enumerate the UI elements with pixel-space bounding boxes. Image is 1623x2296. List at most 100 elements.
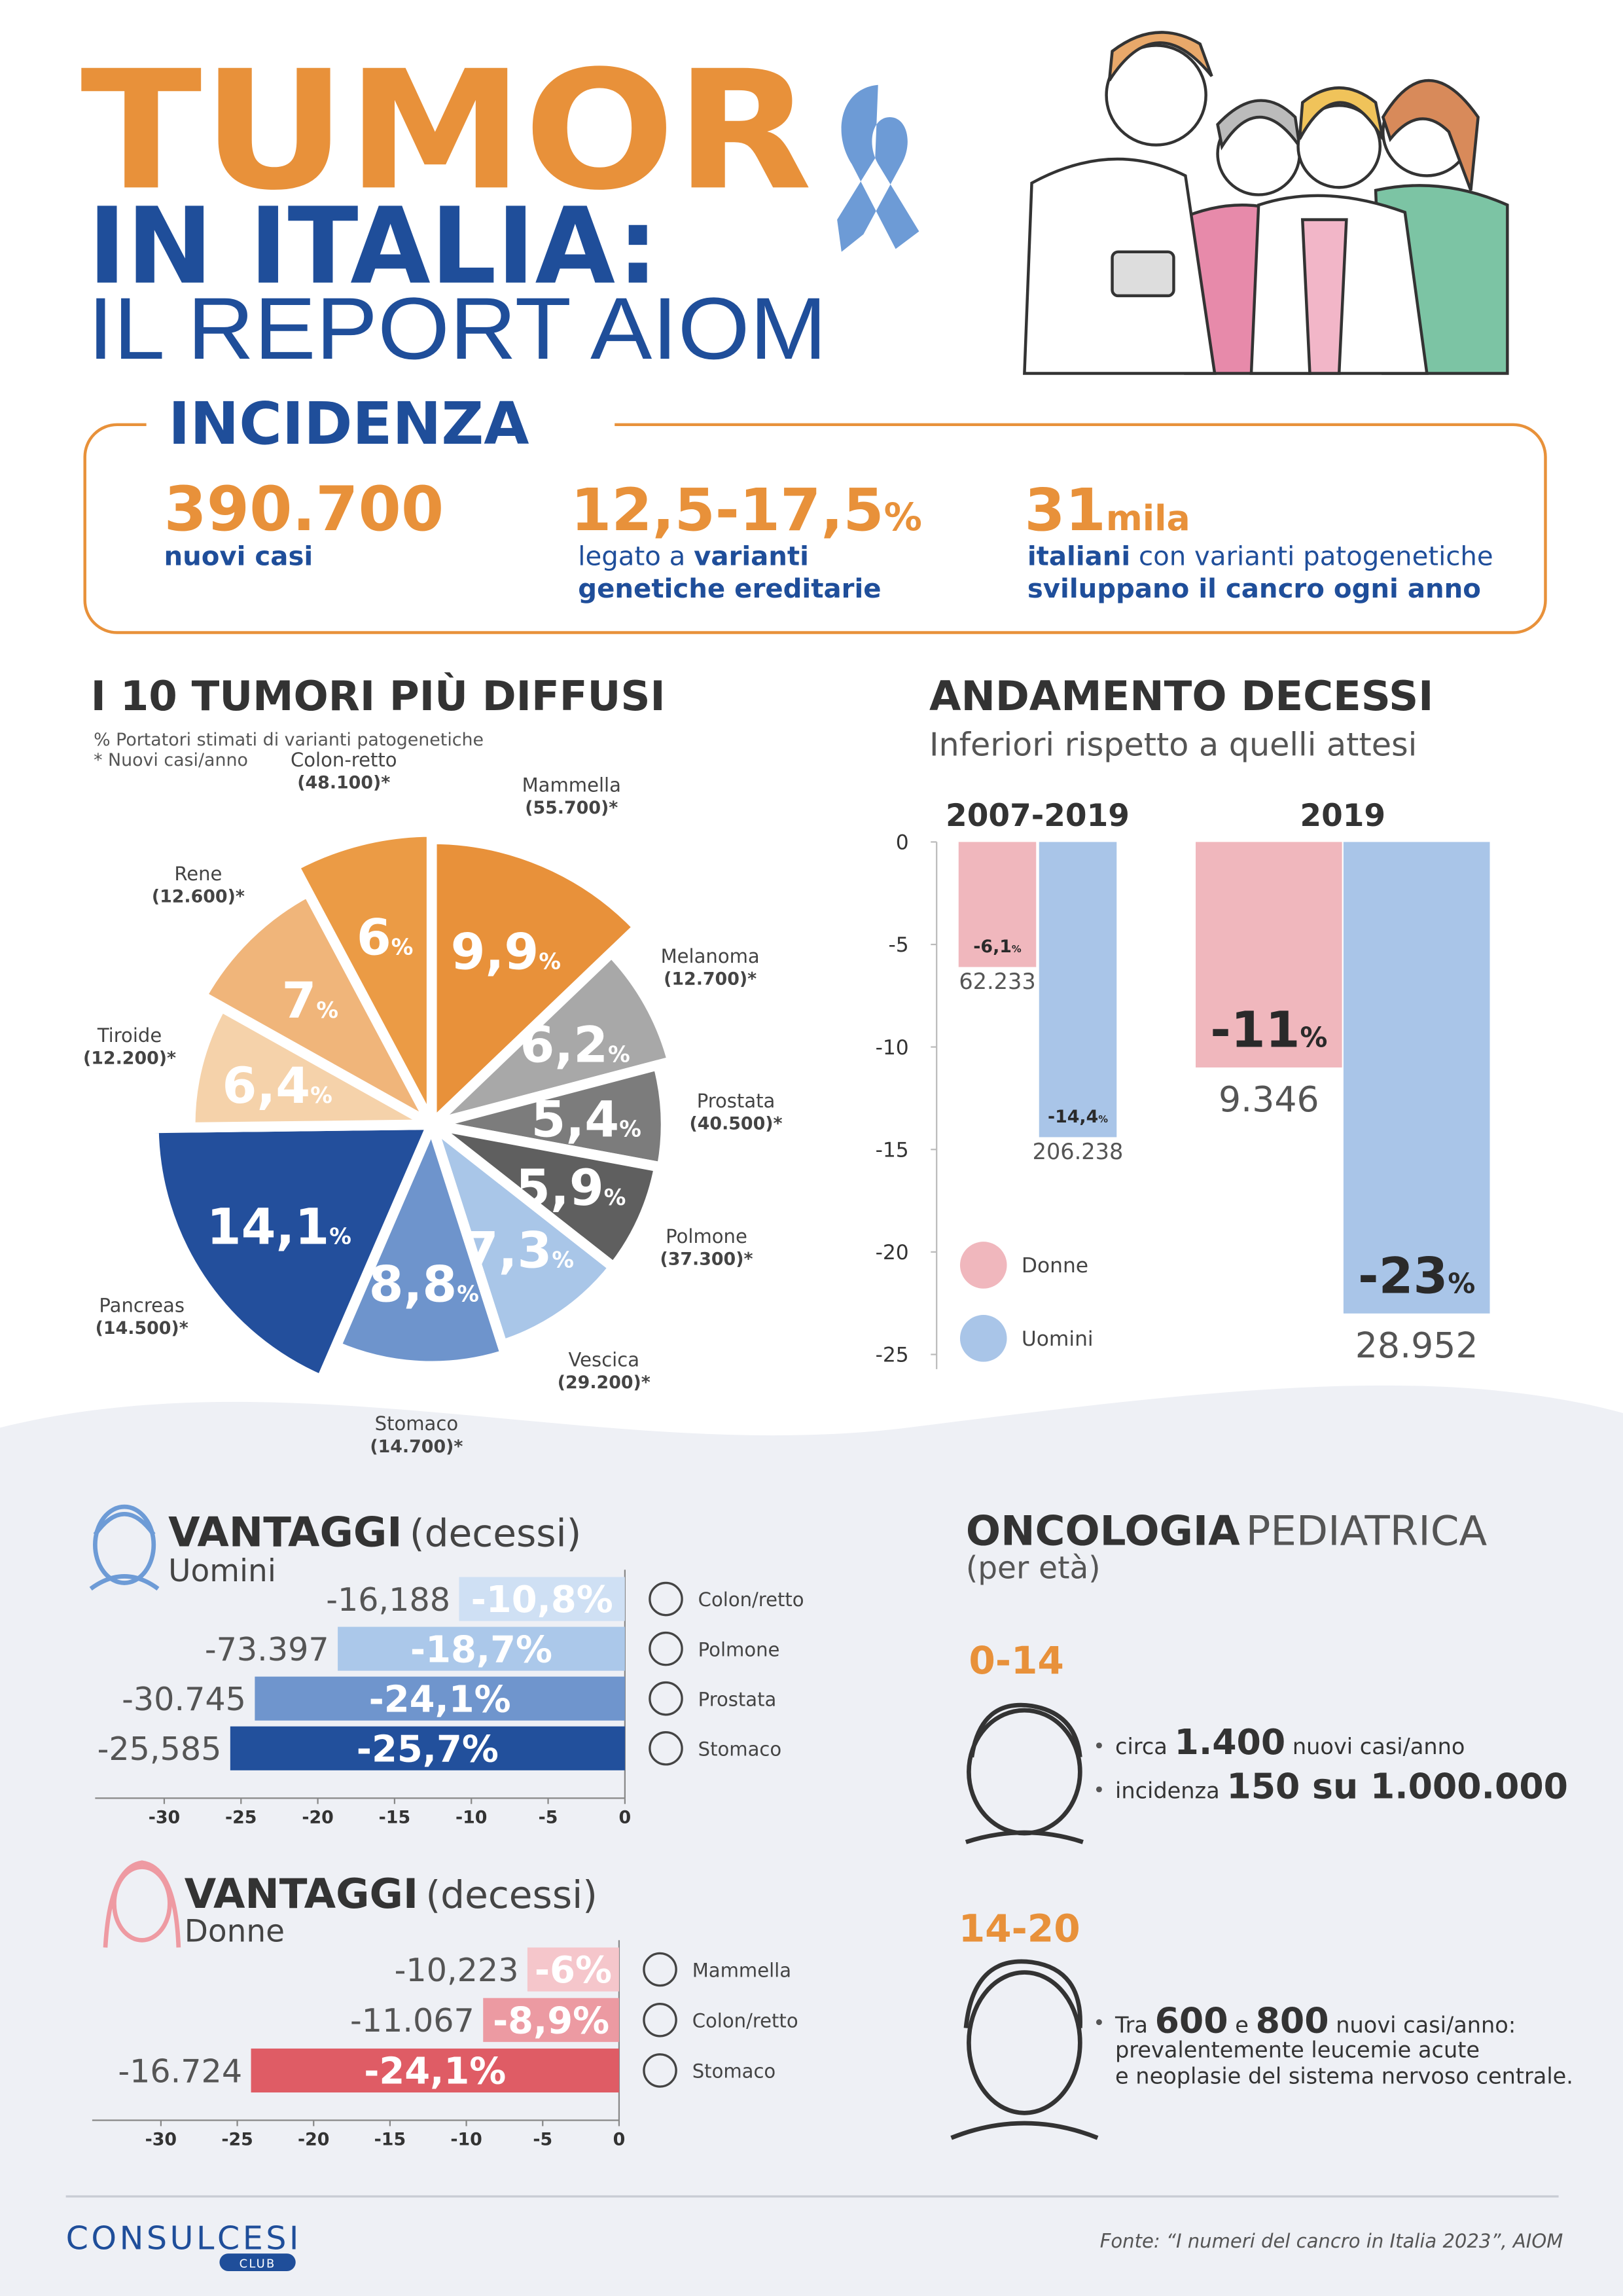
slice-cases: (40.500)*	[689, 1114, 782, 1134]
x-tick-label: -10	[450, 2130, 482, 2150]
category-icon	[643, 1952, 677, 1987]
stat-number-value: 31	[1024, 476, 1105, 545]
x-category-label: 2007-2019	[946, 798, 1130, 834]
bar-value: -11	[1210, 1001, 1300, 1059]
bar-chart: 0 -5 -10 -15 -20 -25 2007-2019 2019 -6,1% 62.233 -…	[876, 798, 1490, 1369]
bar-value-label: -24,1%	[364, 2051, 506, 2093]
x-tick-label: -5	[539, 1807, 558, 1827]
chart-title: VANTAGGI (decessi)	[168, 1509, 581, 1556]
pie-slice	[426, 947, 678, 1130]
x-tick-label: -15	[379, 1807, 410, 1827]
legend-label: Donne	[1022, 1254, 1088, 1278]
text-regular: nuovi casi/anno	[1293, 1734, 1465, 1759]
x-tick-label: -20	[302, 1807, 333, 1827]
chart-title: I 10 TUMORI PIÙ DIFFUSI	[91, 672, 666, 720]
text-number: 600	[1155, 2000, 1228, 2041]
slice-value: 14,1	[207, 1198, 330, 1256]
section-subtitle: (per età)	[966, 1551, 1101, 1587]
section-title-regular: PEDIATRICA	[1246, 1507, 1488, 1554]
slice-value-label: 14,1%	[207, 1198, 351, 1256]
x-tick-label: 0	[613, 2130, 626, 2150]
bar	[1343, 842, 1490, 1314]
bar-count: -11.067	[350, 2001, 474, 2039]
bar-count: -73.397	[205, 1630, 329, 1668]
bar-value-label: -25,7%	[357, 1728, 499, 1770]
slice-category: Pancreas	[99, 1294, 185, 1316]
bar	[1039, 842, 1117, 1138]
bar	[459, 1577, 625, 1621]
pie-slice	[149, 1119, 437, 1386]
x-tick-label: -30	[145, 2130, 177, 2150]
chart-subtitle: Uomini	[168, 1553, 276, 1589]
bar-value-label: -10,8%	[471, 1579, 613, 1621]
brand-pill	[219, 2253, 296, 2271]
pie-slice	[426, 1119, 619, 1350]
slice-cases: (48.100)*	[297, 773, 390, 793]
y-tick-label: -15	[876, 1138, 909, 1162]
x-tick-label: 0	[619, 1807, 632, 1827]
bar	[483, 1998, 619, 2042]
slice-cases: (14.500)*	[96, 1318, 188, 1338]
category-label: Colon/retto	[698, 1588, 804, 1611]
chart-title-main: VANTAGGI	[168, 1509, 402, 1556]
bar-value: -6,1	[973, 937, 1012, 957]
woman-icon	[103, 1860, 181, 1948]
title-sub: IN ITALIA:	[88, 185, 658, 308]
slice-cases: (12.200)*	[83, 1048, 176, 1068]
category-label: Polmone	[698, 1638, 780, 1660]
stat-text: italiani con varianti patogenetiche	[1027, 542, 1493, 572]
category-icon	[649, 1581, 683, 1617]
incidenza-title-bg	[146, 392, 615, 457]
section-title-bold: ONCOLOGIA	[966, 1507, 1240, 1554]
bar-value-label: -6,1%	[973, 937, 1022, 957]
bar-value-label: -18,7%	[410, 1628, 552, 1671]
slice-value-label: 6,4%	[223, 1056, 332, 1115]
pie-slice	[426, 1060, 671, 1173]
stat-number-value: 12,5-17,5	[571, 476, 883, 545]
slice-unit: %	[316, 997, 338, 1023]
legend-marker	[959, 1242, 1007, 1289]
bar-value-label: -8,9%	[493, 2000, 609, 2042]
text-regular: incidenza	[1115, 1778, 1220, 1803]
bar-value-label: -14,4%	[1048, 1107, 1108, 1127]
bullet-text: Tra 600 e 800 nuovi casi/anno:	[1115, 2000, 1516, 2041]
bar	[527, 1947, 619, 1992]
x-tick-label: -15	[374, 2130, 406, 2150]
pie-slice	[426, 834, 643, 1130]
stat-text-bold: genetiche ereditarie	[578, 574, 881, 604]
slice-category: Melanoma	[661, 945, 760, 967]
text-number: 1.400	[1175, 1721, 1286, 1763]
age-label: 0-14	[969, 1638, 1063, 1683]
bullet-text: prevalentemente leucemie acute	[1115, 2037, 1480, 2062]
slice-cases: (29.200)*	[558, 1372, 651, 1393]
text-number: 800	[1256, 2000, 1329, 2041]
category-label: Mammella	[692, 1959, 791, 1981]
pie-slice	[330, 1119, 511, 1372]
chart-title-note: (decessi)	[425, 1873, 597, 1917]
stat-number: 390.700	[164, 474, 444, 545]
bar-unit: %	[1300, 1022, 1328, 1054]
slice-category: Polmone	[666, 1225, 747, 1247]
stat-unit: mila	[1106, 497, 1190, 539]
chart-title: VANTAGGI (decessi)	[185, 1870, 597, 1918]
bar-count: -16,188	[326, 1581, 450, 1619]
incidenza-box	[83, 423, 1547, 634]
bar-count: 28.952	[1355, 1325, 1478, 1366]
slice-cases: (14.700)*	[370, 1437, 463, 1457]
text-regular: circa	[1115, 1734, 1168, 1759]
stat-text: nuovi casi	[164, 542, 313, 572]
slice-unit: %	[552, 1247, 574, 1273]
bullet-text: circa 1.400 nuovi casi/anno	[1115, 1721, 1465, 1763]
teen-icon	[950, 1959, 1099, 2140]
bar-count: 62.233	[959, 969, 1035, 994]
bar-value-label: -6%	[535, 1949, 612, 1992]
y-tick-label: -25	[876, 1344, 909, 1367]
slice-category: Colon-retto	[291, 749, 397, 771]
slice-cases: (12.600)*	[152, 886, 245, 906]
slice-unit: %	[539, 948, 561, 974]
slice-value: 7	[282, 971, 317, 1030]
x-tick-label: -10	[455, 1807, 487, 1827]
y-tick-label: 0	[896, 831, 909, 855]
